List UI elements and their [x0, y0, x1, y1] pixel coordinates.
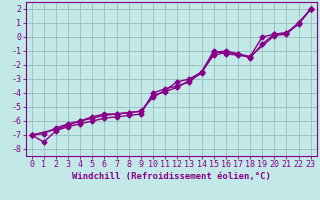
X-axis label: Windchill (Refroidissement éolien,°C): Windchill (Refroidissement éolien,°C) [72, 172, 271, 181]
